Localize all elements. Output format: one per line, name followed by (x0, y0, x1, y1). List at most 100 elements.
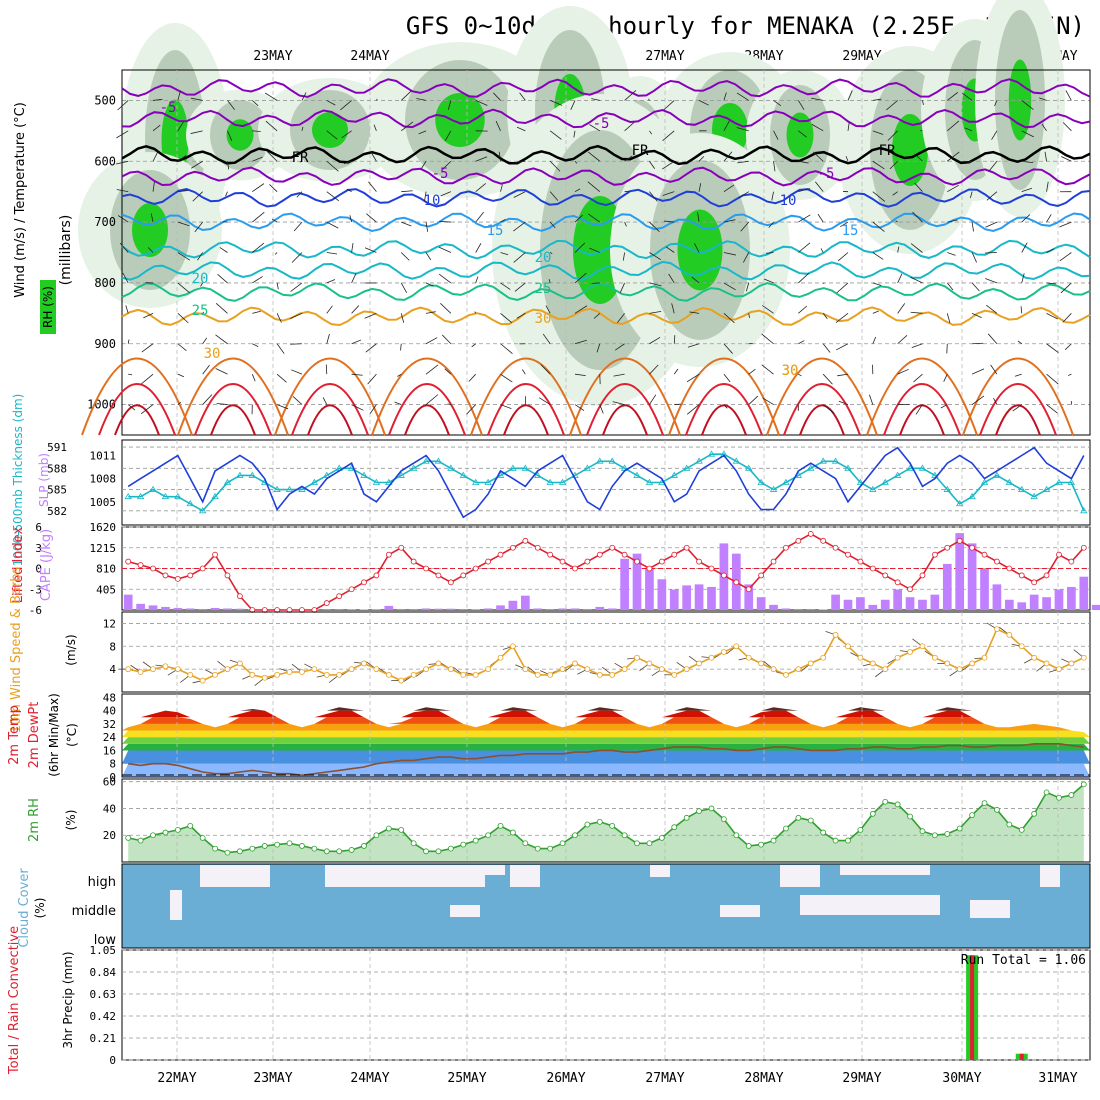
wind-barb (911, 343, 923, 348)
wind-barb (265, 120, 278, 132)
wind-speed-point (783, 671, 789, 678)
cape-bar (1004, 599, 1014, 610)
wind-barb (889, 160, 898, 170)
cape-bar (657, 579, 667, 610)
wind-barb (574, 305, 588, 314)
rh-point (981, 800, 988, 806)
wind-speed-point (385, 671, 392, 678)
cape-bar (707, 586, 716, 610)
wind-barb (516, 126, 526, 132)
wind-barb (514, 282, 526, 292)
cape-bar (570, 608, 580, 610)
thickness-point (906, 464, 914, 471)
wind-barb (947, 252, 956, 256)
wind-barb (1012, 404, 1022, 412)
wind-speed-point (845, 643, 851, 650)
thickness-point (645, 478, 654, 485)
thickness-point (980, 478, 989, 485)
cape-bar (384, 605, 394, 610)
top-date-label: 23MAY (253, 49, 292, 64)
cape-bar (446, 608, 456, 610)
thickness-point (943, 485, 951, 492)
wind-barb (152, 152, 158, 162)
rh-point (472, 837, 479, 844)
wind-barb (971, 252, 977, 263)
lifted-index-point (522, 537, 529, 544)
wind-barb (394, 401, 402, 405)
wind-barb (425, 364, 439, 375)
wind-barb (366, 213, 377, 223)
thickness-point (633, 471, 641, 478)
wind-barb (549, 252, 553, 255)
wind-barb (440, 191, 452, 197)
wind-speed-point (174, 666, 181, 673)
wind-speed-point (261, 674, 268, 681)
wind-barb (840, 221, 849, 228)
wind-barb (475, 276, 479, 284)
wind-barb (761, 333, 774, 345)
wind-barb (290, 282, 303, 292)
cape-tick: 1620 (90, 521, 117, 534)
precip-unit: 3hr Precip (mm) (61, 951, 75, 1048)
temp-unit: (°C) (65, 723, 79, 747)
wind-barb (367, 373, 377, 385)
wind-speed-point (969, 660, 976, 667)
cape-bar (520, 595, 530, 610)
precip-tick: 1.05 (90, 944, 117, 957)
isotherm (121, 212, 1091, 233)
rh-point (286, 840, 293, 847)
rh-point (323, 848, 330, 855)
wind-barb (475, 100, 488, 106)
wind-barb (252, 211, 265, 223)
cape-bar (1079, 576, 1089, 610)
precip-tick: 0.84 (90, 966, 117, 979)
wind-barb (589, 124, 601, 132)
cape-bar (744, 584, 754, 610)
wind-speed-point (708, 654, 715, 661)
rh-label: 2m RH (27, 798, 42, 842)
surface-isotherm (194, 383, 272, 436)
cape-bar (185, 608, 195, 610)
wind-barb (822, 313, 828, 320)
wind-barb (694, 243, 700, 253)
wind-barb (619, 282, 625, 293)
wind-barb (549, 191, 559, 201)
wind-barb (673, 368, 679, 375)
li-tick: 0 (35, 563, 42, 576)
temp-tick: 0 (109, 771, 116, 784)
wind-speed-point (361, 660, 367, 667)
lifted-index-point (348, 586, 355, 593)
wind-barb (1062, 313, 1072, 323)
pressure-tick: 1000 (87, 398, 116, 412)
isotherm (121, 144, 1091, 166)
wind-barb (442, 160, 452, 170)
bottom-date-label: 26MAY (546, 1071, 585, 1086)
clear-sky (485, 865, 505, 875)
cape-bar (173, 607, 183, 610)
cape-tick: 405 (96, 583, 116, 596)
cape-bar (558, 608, 567, 610)
surface-isotherm (307, 404, 353, 436)
wind-barb (326, 130, 338, 140)
wind-barb (116, 189, 129, 193)
wind-barb (500, 184, 503, 192)
wind-barb (662, 130, 675, 141)
lifted-index-point (1056, 551, 1062, 558)
wind-barb (513, 191, 526, 198)
lifted-index-point (969, 544, 976, 551)
rh-shade-high (786, 112, 814, 158)
cape-bar (123, 594, 133, 610)
wind-barb (202, 311, 204, 314)
thickness-point (385, 478, 393, 485)
rh-tick: 20 (103, 829, 116, 842)
wind-barb (768, 221, 774, 228)
lifted-index-point (336, 593, 343, 600)
wind-barb (985, 221, 998, 228)
minmax-label: (6hr Min/Max) (47, 693, 61, 777)
top-date-label: 24MAY (350, 49, 389, 64)
wind-speed-point (187, 671, 194, 678)
surface-isotherm (783, 383, 861, 436)
lifted-index-point (236, 593, 243, 600)
wind-barb (649, 282, 662, 287)
clear-sky (970, 900, 1010, 918)
